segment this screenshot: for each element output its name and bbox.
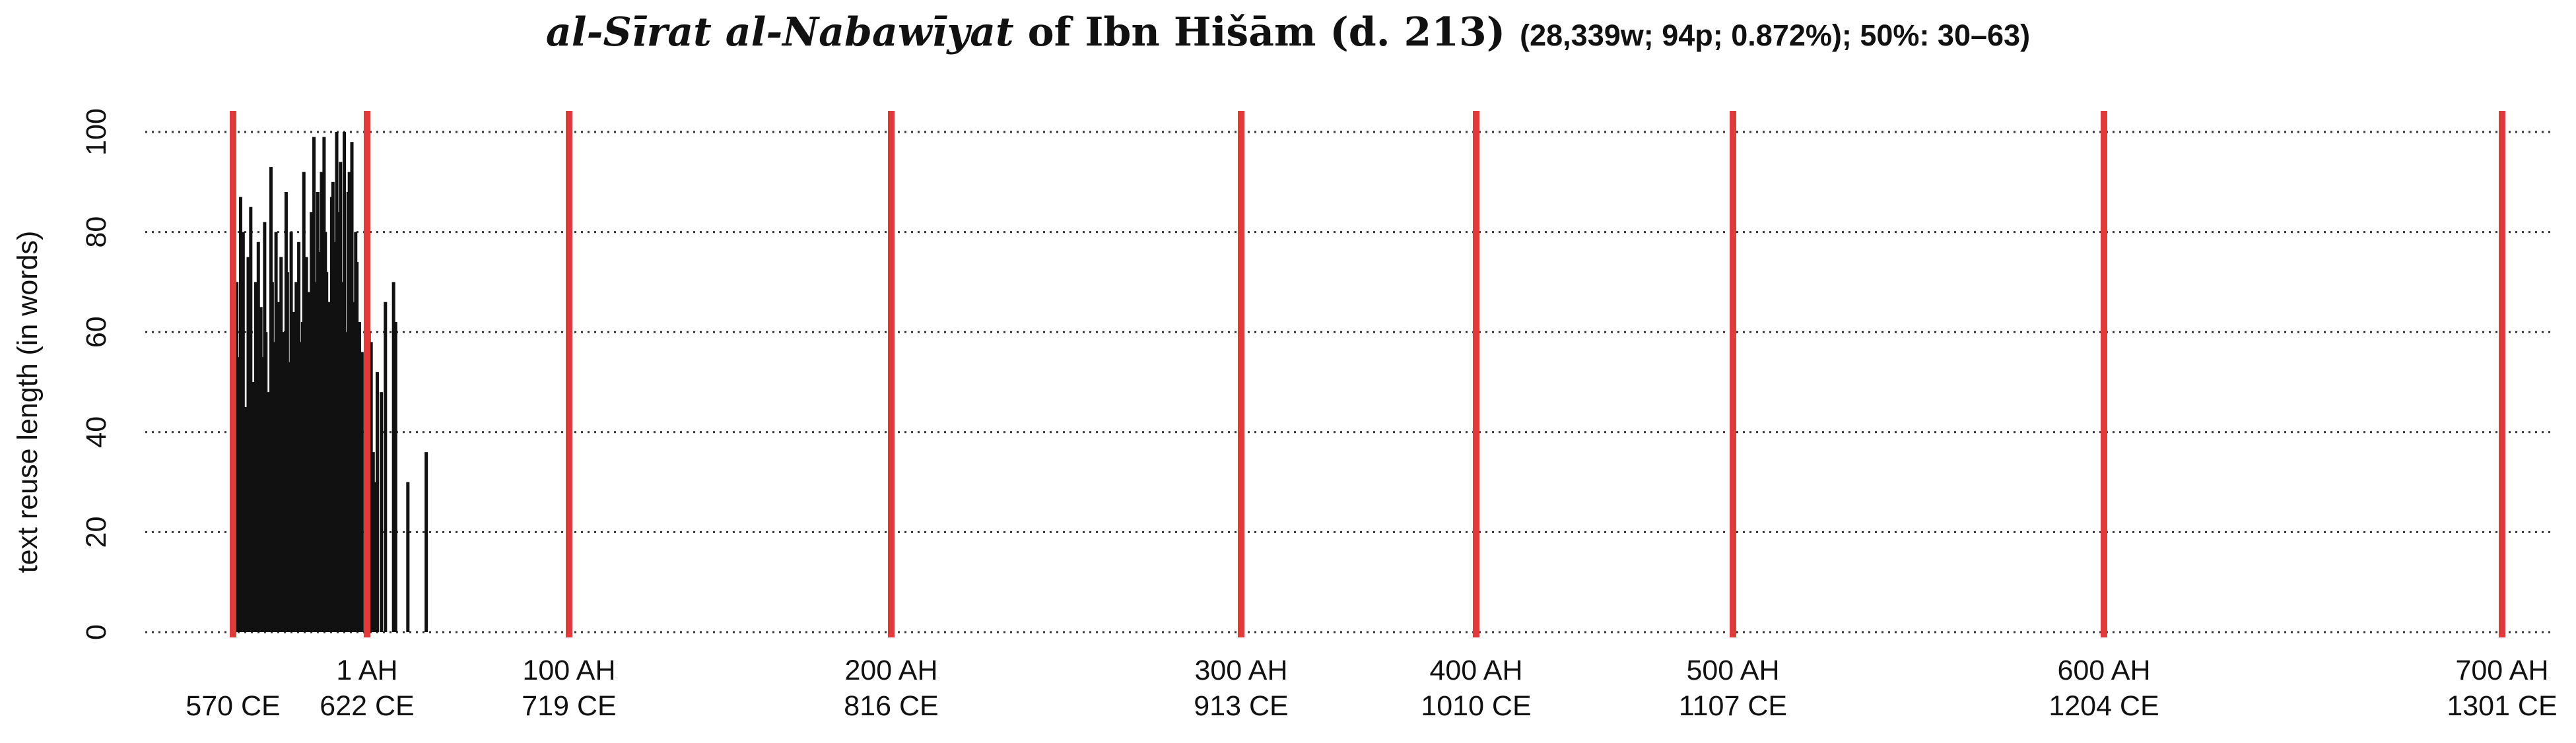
data-bar (343, 132, 347, 632)
data-bar (358, 322, 362, 632)
data-bar (264, 332, 268, 632)
data-bar (317, 251, 321, 632)
y-tick-label: 40 (81, 416, 112, 448)
data-bar (282, 332, 286, 632)
title-stats: (28,339w; 94p; 0.872%); 50%: 30–63) (1520, 18, 2031, 52)
x-tick-label-ce: 1204 CE (2049, 690, 2159, 722)
x-tick-label-ce: 719 CE (522, 690, 616, 722)
title-main: al-Sīrat al-Nabawīyat of Ibn Hišām (d. 2… (546, 9, 1505, 55)
x-tick-label-ce: 1107 CE (1679, 690, 1787, 722)
data-bar (312, 137, 316, 632)
x-tick-labels: 570 CE 1 AH 622 CE 100 AH 719 CE 200 AH 816 CE… (186, 655, 2557, 722)
x-tick-label-ah: 500 AH (1686, 655, 1779, 686)
data-bar (302, 172, 306, 632)
data-bar (406, 482, 410, 632)
x-tick-label-ce: 570 CE (186, 690, 280, 722)
y-tick-label: 0 (81, 624, 112, 640)
title-rest: of Ibn Hišām (d. 213) (1013, 9, 1506, 55)
y-tick-label: 100 (81, 108, 112, 156)
y-tick-labels: 0 20 40 60 80 100 (81, 108, 112, 640)
data-bar (340, 282, 344, 632)
reference-line (1730, 111, 1736, 637)
data-bar (294, 282, 298, 632)
data-bar (304, 257, 308, 632)
data-bar (391, 282, 395, 632)
data-bar (393, 322, 397, 632)
x-tick-label-ce: 816 CE (844, 690, 938, 722)
x-tick-label-ce: 1010 CE (1421, 690, 1531, 722)
data-bar (327, 302, 331, 632)
data-bar (380, 392, 384, 632)
y-axis-title: text reuse length (in words) (12, 231, 44, 573)
data-bar (267, 392, 271, 632)
y-tick-label: 60 (81, 316, 112, 348)
data-bar (241, 232, 245, 633)
x-tick-label-ah: 200 AH (844, 655, 937, 686)
bars-layer (234, 132, 428, 633)
data-bar (325, 272, 329, 632)
data-bar (347, 172, 351, 632)
x-tick-label-ah: 700 AH (2455, 655, 2548, 686)
data-bar (424, 452, 428, 632)
reference-line (2499, 111, 2505, 637)
data-bar (289, 232, 293, 633)
data-bar (297, 242, 301, 632)
x-tick-label-ah: 600 AH (2057, 655, 2150, 686)
reference-line (1238, 111, 1244, 637)
data-bar (244, 406, 248, 632)
x-tick-label-ah: 300 AH (1194, 655, 1287, 686)
data-bar (252, 382, 255, 632)
data-bar (375, 372, 379, 632)
data-bar (236, 357, 240, 632)
x-tick-label-ah: 1 AH (336, 655, 397, 686)
reference-line (566, 111, 572, 637)
data-bar (279, 257, 283, 632)
grid-layer (145, 131, 2555, 633)
data-bar (373, 482, 377, 632)
data-bar (320, 172, 323, 632)
data-bar (249, 207, 253, 632)
data-bar (335, 132, 339, 632)
reference-line (230, 111, 236, 637)
x-tick-label-ce: 1301 CE (2447, 690, 2557, 722)
x-tick-label-ce: 913 CE (1194, 690, 1288, 722)
data-bar (256, 242, 260, 632)
x-tick-label-ce: 622 CE (320, 690, 414, 722)
data-bar (369, 342, 373, 632)
reference-lines-layer (230, 111, 2505, 637)
data-bar (310, 212, 314, 632)
data-bar (371, 452, 375, 632)
data-bar (274, 232, 278, 633)
data-bar (350, 142, 354, 632)
title-italic: al-Sīrat al-Nabawīyat (545, 9, 1014, 55)
data-bar (259, 307, 263, 632)
reference-line (1473, 111, 1479, 637)
reference-line (888, 111, 895, 637)
y-tick-label: 80 (81, 216, 112, 248)
y-tick-label: 20 (81, 516, 112, 548)
data-bar (360, 352, 364, 632)
x-tick-label-ah: 100 AH (522, 655, 615, 686)
reference-line (2101, 111, 2107, 637)
data-bar (355, 262, 359, 633)
chart-title: al-Sīrat al-Nabawīyat of Ibn Hišām (d. 2… (0, 9, 2576, 82)
data-bar (384, 302, 388, 632)
reference-line (364, 111, 370, 637)
data-bar (271, 342, 275, 632)
x-tick-label-ah: 400 AH (1429, 655, 1522, 686)
data-bar (287, 362, 290, 632)
data-bar (332, 242, 336, 632)
